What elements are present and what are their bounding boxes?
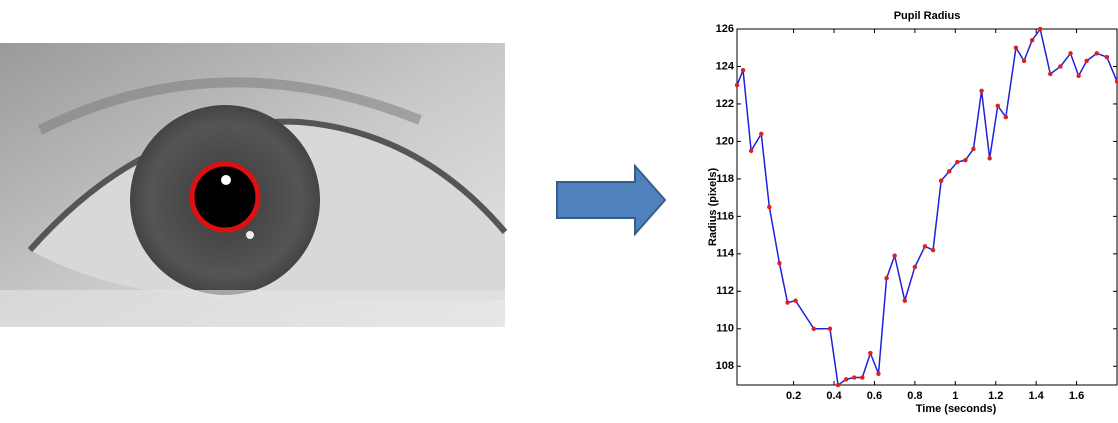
x-tick-label: 1 [952,390,958,402]
x-axis-label: Time (seconds) [916,403,997,415]
y-tick-label: 114 [716,248,735,260]
x-tick-label: 0.8 [907,390,922,402]
chart-title: Pupil Radius [894,10,961,22]
plot-area [737,29,1117,385]
x-tick-label: 0.2 [786,390,801,402]
x-tick-label: 1.2 [988,390,1003,402]
figure: Pupil Radius Time (seconds) Radius (pixe… [0,0,1118,418]
y-tick-label: 110 [716,323,734,335]
y-tick-label: 124 [716,60,735,72]
x-tick-label: 0.6 [867,390,882,402]
x-tick-label: 1.6 [1069,390,1084,402]
x-tick-label: 1.4 [1029,390,1045,402]
y-tick-label: 112 [716,285,734,297]
eye-image [0,43,505,327]
y-tick-label: 118 [716,173,734,185]
y-tick-label: 108 [716,360,734,372]
y-tick-label: 126 [716,23,734,35]
y-tick-label: 122 [716,98,734,110]
arrow [557,166,665,234]
y-tick-label: 120 [716,135,734,147]
y-tick-label: 116 [716,210,734,222]
x-tick-label: 0.4 [826,390,842,402]
